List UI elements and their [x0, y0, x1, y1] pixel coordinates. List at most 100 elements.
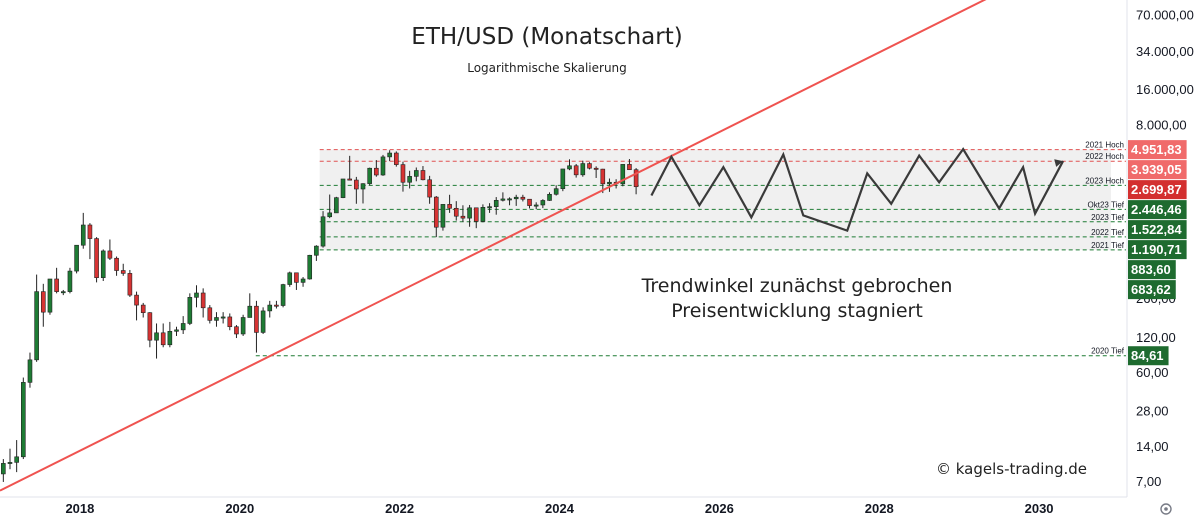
- x-tick-label-6: 2030: [1025, 501, 1054, 516]
- candle-74: [493, 197, 499, 215]
- price-badge-text-3: 2.446,46: [1131, 202, 1182, 217]
- candle-0: [1, 459, 6, 482]
- price-badge-7: 683,62: [1128, 280, 1176, 300]
- y-tick-label-7: 28,00: [1136, 404, 1169, 419]
- candle-body-31: [207, 307, 213, 321]
- candle-body-0: [1, 463, 6, 475]
- candle-body-36: [240, 317, 246, 335]
- candle-body-29: [194, 292, 199, 298]
- candle-36: [240, 314, 246, 336]
- candle-body-66: [440, 204, 446, 228]
- settings-gear-icon[interactable]: [1160, 503, 1172, 515]
- candle-85: [567, 159, 572, 171]
- candle-76: [507, 197, 512, 206]
- candle-58: [387, 150, 392, 162]
- level-label-3: Okt23 Tief: [1088, 200, 1125, 209]
- candle-28: [187, 293, 193, 326]
- candle-body-91: [607, 181, 612, 185]
- candle-3: [21, 377, 26, 460]
- candle-body-14: [94, 238, 99, 278]
- candle-body-30: [200, 292, 206, 309]
- candle-body-18: [120, 270, 126, 274]
- candle-body-70: [467, 207, 472, 219]
- candle-body-12: [80, 224, 86, 246]
- candle-66: [440, 204, 446, 231]
- candle-69: [460, 205, 466, 222]
- candle-body-57: [380, 156, 386, 176]
- candle-27: [180, 316, 186, 334]
- price-badge-bg-8: [1128, 346, 1169, 366]
- candle-26: [174, 326, 179, 336]
- candle-body-73: [487, 206, 492, 209]
- candle-63: [420, 166, 426, 181]
- x-tick-label-4: 2026: [705, 501, 734, 516]
- y-tick-label-6: 60,00: [1136, 365, 1169, 380]
- candle-body-4: [27, 359, 33, 383]
- projection-path: [650, 147, 1065, 233]
- price-badge-bg-7: [1128, 280, 1176, 300]
- candle-body-22: [147, 312, 153, 341]
- y-tick-label-2: 16.000,00: [1136, 82, 1194, 97]
- range-zone: [319, 149, 1112, 250]
- candle-body-47: [314, 245, 319, 256]
- candle-body-9: [60, 291, 66, 294]
- price-badge-bg-6: [1128, 260, 1176, 280]
- candle-57: [380, 154, 386, 176]
- candle-body-90: [600, 168, 606, 185]
- candle-body-39: [260, 310, 266, 333]
- annotation-line-1: Trendwinkel zunächst gebrochen: [641, 275, 953, 297]
- candle-body-6: [40, 291, 46, 313]
- candle-body-54: [360, 183, 366, 190]
- candle-body-43: [287, 272, 293, 285]
- x-tick-label-3: 2024: [545, 501, 575, 516]
- candle-33: [220, 312, 226, 324]
- candle-79: [527, 198, 532, 209]
- candle-body-37: [247, 305, 253, 318]
- candle-body-76: [507, 198, 512, 201]
- price-badges: 4.951,83 3.939,05 2.699,87 2.446,46 1.522,84…: [1128, 140, 1187, 366]
- candle-body-24: [160, 332, 166, 346]
- candle-body-11: [74, 244, 79, 272]
- watermark: © kagels-trading.de: [936, 460, 1087, 478]
- candle-29: [194, 285, 199, 308]
- price-badge-text-4: 1.522,84: [1131, 222, 1182, 237]
- candle-48: [320, 211, 326, 248]
- price-badge-bg-0: [1128, 140, 1187, 160]
- candle-37: [247, 293, 253, 318]
- candle-81: [540, 199, 546, 209]
- candle-body-19: [127, 273, 133, 296]
- candle-body-1: [7, 462, 13, 464]
- candle-body-2: [14, 456, 19, 463]
- candle-88: [587, 162, 592, 170]
- candle-body-52: [347, 178, 352, 181]
- candle-51: [340, 178, 346, 199]
- candle-41: [274, 300, 279, 309]
- candle-67: [447, 194, 452, 213]
- level-label-0: 2021 Hoch: [1085, 141, 1124, 150]
- candle-45: [300, 277, 306, 287]
- price-badge-5: 1.190,71: [1128, 240, 1187, 260]
- candle-body-21: [140, 304, 146, 313]
- candle-24: [160, 323, 166, 348]
- candle-6: [40, 283, 46, 327]
- candle-59: [394, 151, 399, 167]
- candle-body-49: [327, 212, 333, 218]
- candle-body-42: [280, 284, 286, 306]
- candle-31: [207, 305, 213, 324]
- candle-1: [7, 448, 13, 470]
- candle-18: [120, 263, 126, 276]
- candle-body-86: [573, 165, 579, 176]
- chart-title: ETH/USD (Monatschart): [411, 24, 682, 50]
- candle-body-69: [460, 215, 466, 219]
- projection-group: [650, 147, 1065, 233]
- candle-body-80: [533, 204, 539, 207]
- candle-19: [127, 269, 133, 297]
- candle-22: [147, 312, 153, 348]
- candle-61: [407, 170, 412, 189]
- candle-body-38: [254, 305, 259, 333]
- level-label-4: 2023 Tief: [1091, 213, 1125, 222]
- candle-46: [307, 254, 313, 280]
- candle-body-94: [627, 164, 632, 171]
- chart-subtitle: Logarithmische Skalierung: [467, 61, 627, 75]
